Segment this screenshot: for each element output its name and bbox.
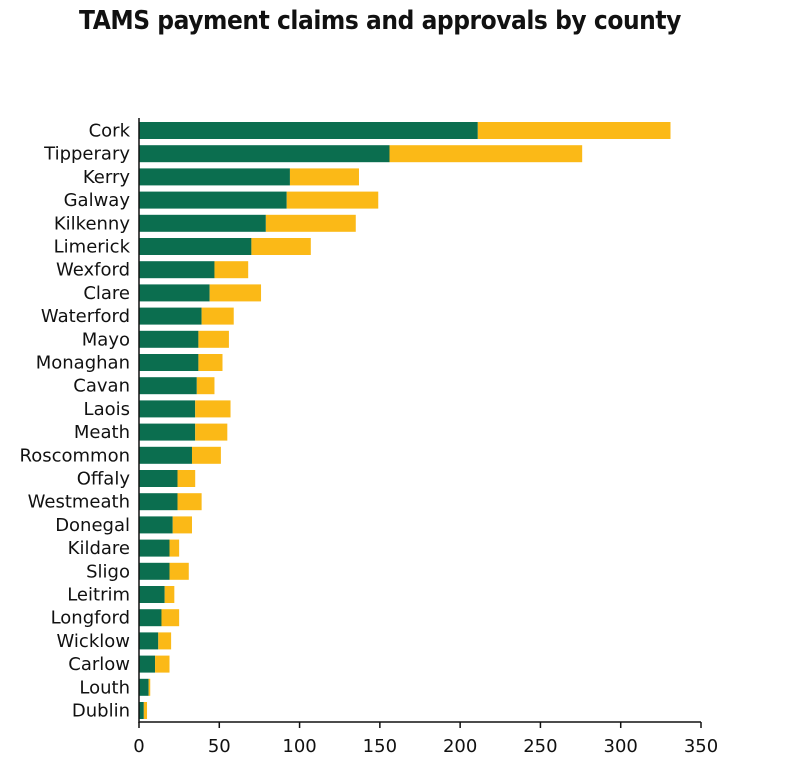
category-label-louth: Louth (79, 677, 130, 698)
category-label-sligo: Sligo (86, 561, 130, 582)
bar-kerry-series-1 (139, 168, 290, 186)
x-tick-label-350: 350 (684, 736, 718, 757)
x-tick-label-200: 200 (443, 736, 477, 757)
bar-limerick-series-2 (251, 238, 311, 255)
category-label-kilkenny: Kilkenny (54, 213, 130, 234)
bar-cork-series-2 (477, 122, 671, 139)
chart-title: TAMS payment claims and approvals by cou… (79, 6, 681, 36)
bar-cork-series-1 (139, 122, 478, 139)
category-label-carlow: Carlow (68, 654, 130, 675)
bar-laois-series-2 (195, 400, 231, 418)
bar-leitrim-series-2 (164, 586, 175, 603)
bar-kilkenny-series-2 (265, 214, 356, 232)
bar-sligo-series-1 (139, 562, 170, 580)
bar-tipperary-series-1 (139, 145, 390, 163)
bar-westmeath-series-2 (177, 493, 202, 511)
bar-longford-series-2 (161, 609, 180, 627)
category-label-kildare: Kildare (68, 538, 130, 559)
bar-leitrim-series-1 (139, 586, 165, 603)
category-label-wexford: Wexford (56, 260, 130, 281)
category-label-clare: Clare (83, 283, 130, 304)
category-label-wicklow: Wicklow (57, 631, 130, 652)
bar-limerick-series-1 (139, 238, 252, 255)
category-label-cork: Cork (89, 121, 131, 142)
bar-carlow-series-2 (155, 655, 170, 673)
bar-tipperary-series-2 (389, 145, 583, 163)
bar-kildare-series-1 (139, 539, 170, 557)
bar-carlow-series-1 (139, 655, 156, 673)
category-label-dublin: Dublin (72, 701, 130, 722)
bar-wexford-series-1 (139, 261, 215, 279)
bar-donegal-series-1 (139, 516, 173, 534)
bar-wicklow-series-2 (158, 632, 172, 650)
bar-clare-series-2 (209, 284, 262, 302)
x-axis-ticks: 0 50 100 150 200 250 300 350 (133, 722, 718, 757)
bar-louth-series-2 (148, 678, 151, 696)
category-label-galway: Galway (64, 190, 131, 211)
bar-wexford-series-2 (214, 261, 249, 279)
bar-offaly-series-1 (139, 470, 178, 487)
bar-mayo-series-2 (198, 330, 229, 348)
bars-group (139, 122, 671, 719)
bar-donegal-series-2 (172, 516, 192, 534)
bar-galway-series-2 (286, 191, 379, 209)
bar-cavan-series-1 (139, 377, 197, 395)
bar-kildare-series-2 (169, 539, 180, 557)
bar-laois-series-1 (139, 400, 196, 418)
bar-meath-series-1 (139, 423, 196, 441)
category-label-roscommon: Roscommon (20, 445, 131, 466)
bar-sligo-series-2 (169, 562, 189, 580)
category-label-kerry: Kerry (83, 167, 130, 188)
bar-waterford-series-1 (139, 307, 202, 325)
category-label-mayo: Mayo (82, 329, 130, 350)
x-tick-label-250: 250 (523, 736, 557, 757)
bar-cavan-series-2 (196, 377, 215, 395)
bar-roscommon-series-2 (191, 446, 221, 464)
bar-dublin-series-2 (143, 702, 148, 719)
bar-dublin-series-1 (139, 702, 144, 719)
category-label-offaly: Offaly (77, 469, 131, 490)
bar-galway-series-1 (139, 191, 287, 209)
bar-louth-series-1 (139, 678, 149, 696)
bar-monaghan-series-2 (198, 354, 223, 371)
category-label-cavan: Cavan (73, 376, 130, 397)
x-tick-label-300: 300 (604, 736, 638, 757)
category-label-leitrim: Leitrim (67, 585, 130, 606)
bar-longford-series-1 (139, 609, 162, 627)
x-tick-label-150: 150 (363, 736, 397, 757)
category-label-monaghan: Monaghan (36, 353, 130, 374)
bar-westmeath-series-1 (139, 493, 178, 511)
x-tick-label-100: 100 (282, 736, 316, 757)
bar-mayo-series-1 (139, 330, 199, 348)
bar-clare-series-1 (139, 284, 210, 302)
bar-monaghan-series-1 (139, 354, 199, 371)
category-label-meath: Meath (74, 422, 130, 443)
category-label-longford: Longford (51, 608, 130, 629)
bar-wicklow-series-1 (139, 632, 159, 650)
category-label-laois: Laois (84, 399, 130, 420)
bar-kerry-series-2 (289, 168, 359, 186)
category-label-westmeath: Westmeath (28, 492, 130, 513)
bar-meath-series-2 (195, 423, 228, 441)
category-label-limerick: Limerick (54, 237, 131, 258)
bar-waterford-series-2 (201, 307, 234, 325)
category-label-tipperary: Tipperary (43, 144, 130, 165)
x-tick-label-50: 50 (208, 736, 231, 757)
x-tick-label-0: 0 (133, 736, 144, 757)
category-label-donegal: Donegal (55, 515, 130, 536)
category-label-waterford: Waterford (41, 306, 130, 327)
bar-roscommon-series-1 (139, 446, 192, 464)
bar-offaly-series-2 (177, 470, 196, 487)
bar-kilkenny-series-1 (139, 214, 266, 232)
